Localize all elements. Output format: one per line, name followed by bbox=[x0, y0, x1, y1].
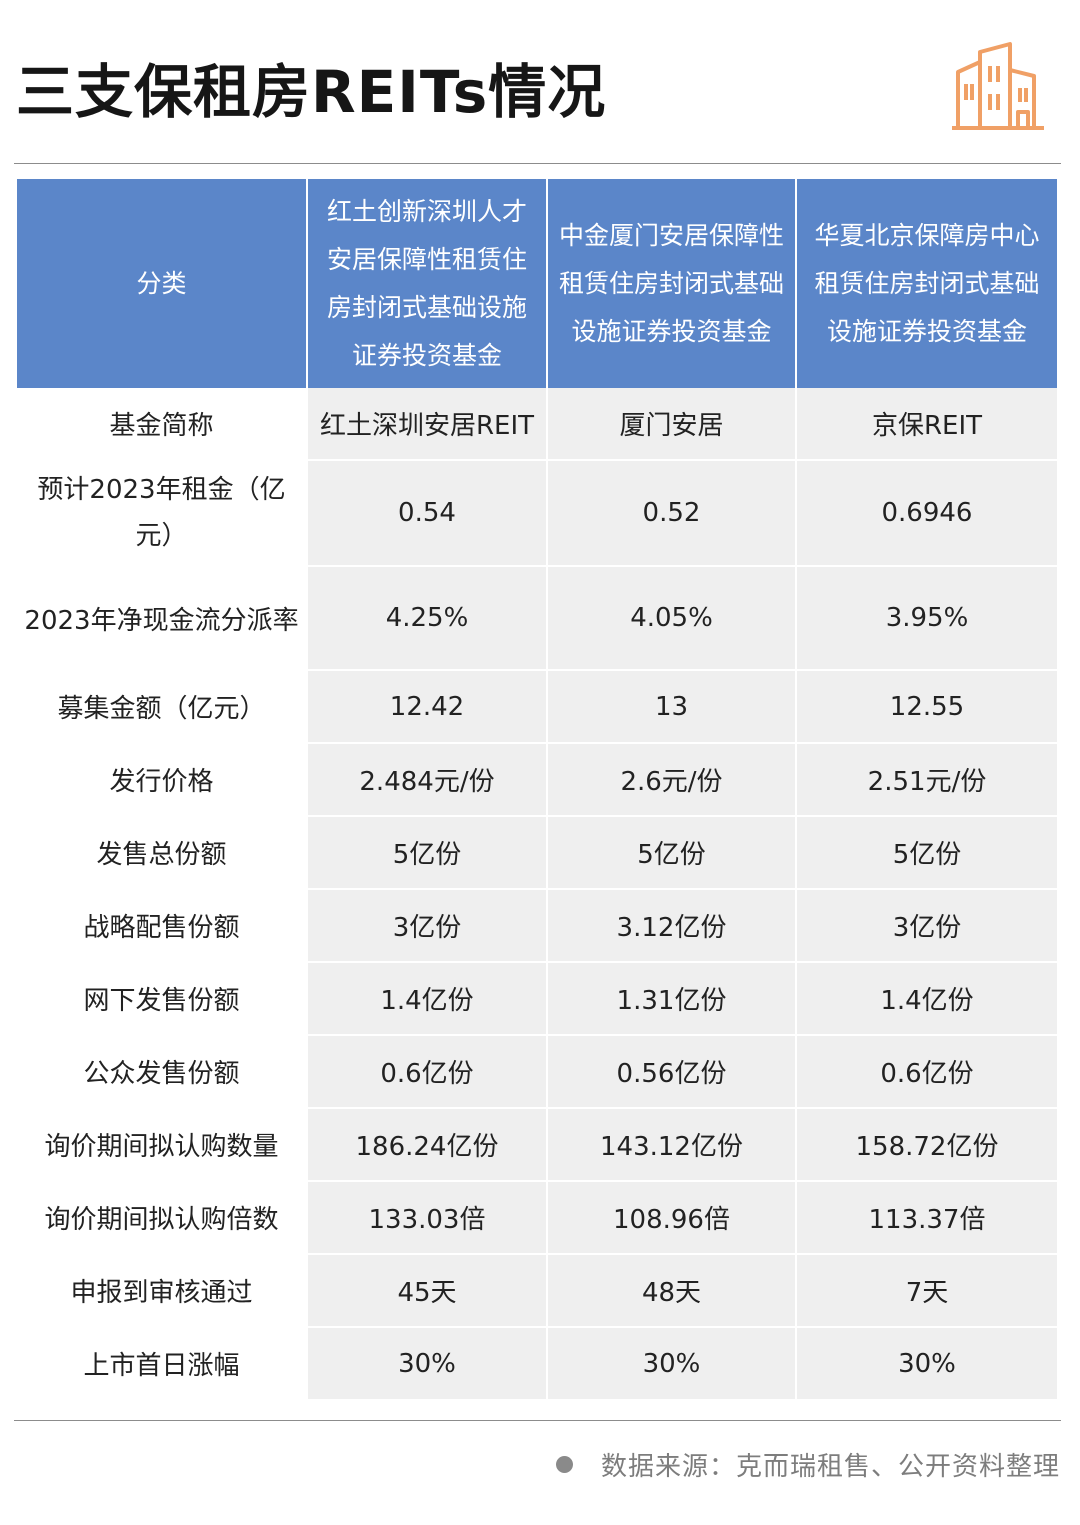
top-divider bbox=[14, 163, 1061, 164]
cell-value: 4.25% bbox=[308, 567, 548, 671]
table-row: 申报到审核通过 45天 48天 7天 bbox=[17, 1255, 1057, 1328]
cell-value: 113.37倍 bbox=[797, 1182, 1057, 1255]
cell-value: 133.03倍 bbox=[308, 1182, 548, 1255]
cell-value: 京保REIT bbox=[797, 388, 1057, 461]
row-label: 2023年净现金流分派率 bbox=[17, 567, 308, 671]
row-label: 询价期间拟认购倍数 bbox=[17, 1182, 308, 1255]
cell-value: 30% bbox=[308, 1328, 548, 1401]
cell-value: 3.95% bbox=[797, 567, 1057, 671]
table-row: 基金简称 红土深圳安居REIT 厦门安居 京保REIT bbox=[17, 388, 1057, 461]
table-row: 预计2023年租金（亿元） 0.54 0.52 0.6946 bbox=[17, 461, 1057, 567]
page-title: 三支保租房REITs情况 bbox=[16, 58, 607, 126]
table-row: 上市首日涨幅 30% 30% 30% bbox=[17, 1328, 1057, 1401]
cell-value: 12.55 bbox=[797, 671, 1057, 744]
row-label: 预计2023年租金（亿元） bbox=[17, 461, 308, 567]
table-row: 募集金额（亿元） 12.42 13 12.55 bbox=[17, 671, 1057, 744]
cell-value: 5亿份 bbox=[548, 817, 797, 890]
cell-value: 1.31亿份 bbox=[548, 963, 797, 1036]
table-row: 发售总份额 5亿份 5亿份 5亿份 bbox=[17, 817, 1057, 890]
table-row: 2023年净现金流分派率 4.25% 4.05% 3.95% bbox=[17, 567, 1057, 671]
dot-icon bbox=[555, 1456, 573, 1473]
header-fund-zhongjin: 中金厦门安居保障性租赁住房封闭式基础设施证券投资基金 bbox=[548, 179, 797, 388]
row-label: 战略配售份额 bbox=[17, 890, 308, 963]
cell-value: 3亿份 bbox=[308, 890, 548, 963]
cell-value: 30% bbox=[797, 1328, 1057, 1401]
cell-value: 30% bbox=[548, 1328, 797, 1401]
row-label: 发行价格 bbox=[17, 744, 308, 817]
table-row: 询价期间拟认购倍数 133.03倍 108.96倍 113.37倍 bbox=[17, 1182, 1057, 1255]
cell-value: 45天 bbox=[308, 1255, 548, 1328]
cell-value: 1.4亿份 bbox=[797, 963, 1057, 1036]
table-header-row: 分类 红土创新深圳人才安居保障性租赁住房封闭式基础设施证券投资基金 中金厦门安居… bbox=[17, 179, 1057, 388]
cell-value: 0.6亿份 bbox=[797, 1036, 1057, 1109]
cell-value: 0.54 bbox=[308, 461, 548, 567]
cell-value: 3亿份 bbox=[797, 890, 1057, 963]
cell-value: 5亿份 bbox=[797, 817, 1057, 890]
cell-value: 143.12亿份 bbox=[548, 1109, 797, 1182]
reits-comparison-table: 分类 红土创新深圳人才安居保障性租赁住房封闭式基础设施证券投资基金 中金厦门安居… bbox=[17, 179, 1057, 1401]
cell-value: 5亿份 bbox=[308, 817, 548, 890]
bottom-divider bbox=[14, 1420, 1061, 1421]
row-label: 发售总份额 bbox=[17, 817, 308, 890]
cell-value: 108.96倍 bbox=[548, 1182, 797, 1255]
table-row: 网下发售份额 1.4亿份 1.31亿份 1.4亿份 bbox=[17, 963, 1057, 1036]
cell-value: 13 bbox=[548, 671, 797, 744]
cell-value: 0.52 bbox=[548, 461, 797, 567]
cell-value: 0.56亿份 bbox=[548, 1036, 797, 1109]
cell-value: 红土深圳安居REIT bbox=[308, 388, 548, 461]
cell-value: 2.51元/份 bbox=[797, 744, 1057, 817]
table-row: 公众发售份额 0.6亿份 0.56亿份 0.6亿份 bbox=[17, 1036, 1057, 1109]
cell-value: 7天 bbox=[797, 1255, 1057, 1328]
header-fund-hongtu: 红土创新深圳人才安居保障性租赁住房封闭式基础设施证券投资基金 bbox=[308, 179, 548, 388]
cell-value: 2.484元/份 bbox=[308, 744, 548, 817]
cell-value: 48天 bbox=[548, 1255, 797, 1328]
cell-value: 厦门安居 bbox=[548, 388, 797, 461]
source-text: 数据来源：克而瑞租售、公开资料整理 bbox=[600, 1452, 1060, 1482]
cell-value: 4.05% bbox=[548, 567, 797, 671]
table-row: 询价期间拟认购数量 186.24亿份 143.12亿份 158.72亿份 bbox=[17, 1109, 1057, 1182]
table-row: 战略配售份额 3亿份 3.12亿份 3亿份 bbox=[17, 890, 1057, 963]
cell-value: 12.42 bbox=[308, 671, 548, 744]
row-label: 基金简称 bbox=[17, 388, 308, 461]
table-row: 发行价格 2.484元/份 2.6元/份 2.51元/份 bbox=[17, 744, 1057, 817]
cell-value: 2.6元/份 bbox=[548, 744, 797, 817]
row-label: 网下发售份额 bbox=[17, 963, 308, 1036]
cell-value: 1.4亿份 bbox=[308, 963, 548, 1036]
row-label: 募集金额（亿元） bbox=[17, 671, 308, 744]
cell-value: 186.24亿份 bbox=[308, 1109, 548, 1182]
buildings-icon bbox=[952, 42, 1044, 130]
cell-value: 158.72亿份 bbox=[797, 1109, 1057, 1182]
row-label: 申报到审核通过 bbox=[17, 1255, 308, 1328]
header-category: 分类 bbox=[17, 179, 308, 388]
header-fund-huaxia: 华夏北京保障房中心租赁住房封闭式基础设施证券投资基金 bbox=[797, 179, 1057, 388]
cell-value: 0.6946 bbox=[797, 461, 1057, 567]
row-label: 询价期间拟认购数量 bbox=[17, 1109, 308, 1182]
row-label: 上市首日涨幅 bbox=[17, 1328, 308, 1401]
source-note: 数据来源：克而瑞租售、公开资料整理 bbox=[555, 1446, 1060, 1483]
cell-value: 0.6亿份 bbox=[308, 1036, 548, 1109]
cell-value: 3.12亿份 bbox=[548, 890, 797, 963]
row-label: 公众发售份额 bbox=[17, 1036, 308, 1109]
